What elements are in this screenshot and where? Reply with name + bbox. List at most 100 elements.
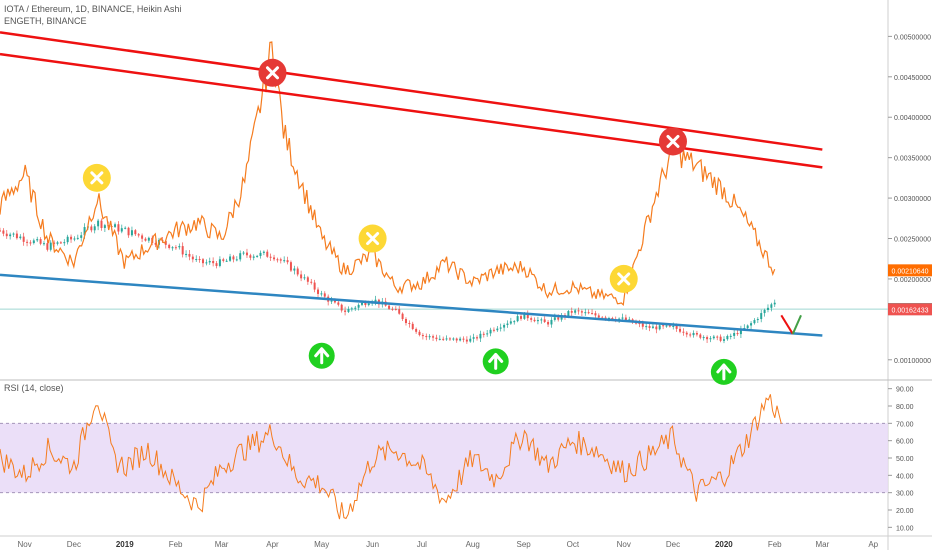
candle-body: [360, 302, 363, 305]
candle-body: [46, 243, 49, 250]
candle-body: [442, 338, 445, 340]
candle-body: [229, 256, 232, 261]
candle-body: [144, 238, 147, 241]
candle-body: [49, 242, 52, 250]
candle-body: [432, 336, 435, 338]
candle-body: [232, 256, 235, 260]
candle-body: [2, 230, 5, 234]
candle-body: [201, 259, 204, 264]
rsi-label: RSI (14, close): [4, 383, 64, 393]
candle-body: [418, 331, 421, 336]
candle-body: [645, 326, 648, 328]
candle-body: [499, 327, 502, 329]
candle-body: [367, 303, 370, 306]
candle-body: [198, 259, 201, 261]
rsi-tick-label: 60.00: [896, 439, 914, 446]
candle-body: [404, 319, 407, 324]
candle-body: [347, 309, 350, 312]
candle-body: [283, 260, 286, 262]
rsi-tick-label: 70.00: [896, 421, 914, 428]
price-tick-label: 0.00450000: [894, 75, 931, 82]
candle-body: [168, 244, 171, 248]
candle-body: [682, 331, 685, 333]
candle-body: [134, 230, 137, 235]
candle-body: [611, 318, 614, 320]
candle-body: [296, 268, 299, 275]
rsi-tick-label: 30.00: [896, 491, 914, 498]
cross-icon: [90, 171, 104, 185]
candle-body: [269, 256, 272, 258]
candle-body: [604, 317, 607, 319]
candle-body: [391, 308, 394, 310]
candle-body: [124, 227, 127, 229]
candle-body: [279, 259, 282, 261]
price-tick-label: 0.00350000: [894, 156, 931, 163]
candle-body: [472, 337, 475, 339]
candle-body: [130, 230, 133, 236]
candle-body: [208, 260, 211, 263]
candle-body: [320, 293, 323, 295]
candle-body: [286, 260, 289, 263]
candle-body: [540, 319, 543, 321]
candle-body: [120, 228, 123, 232]
candle-body: [56, 242, 59, 244]
time-tick-label: Nov: [18, 540, 32, 549]
candle-body: [394, 308, 397, 310]
time-tick-label: Sep: [516, 540, 531, 549]
price-tag-label: 0.00162433: [892, 307, 929, 314]
candle-body: [739, 328, 742, 335]
rsi-tick-label: 80.00: [896, 404, 914, 411]
candle-body: [191, 256, 194, 260]
candle-body: [266, 251, 269, 257]
cross-icon: [366, 232, 380, 246]
candle-body: [668, 325, 671, 327]
candle-body: [651, 326, 654, 328]
candle-body: [259, 252, 262, 256]
candle-body: [469, 338, 472, 342]
candle-body: [465, 339, 468, 342]
candle-body: [408, 323, 411, 325]
rsi-tick-label: 40.00: [896, 473, 914, 480]
time-tick-label: Oct: [567, 540, 580, 549]
candle-body: [665, 325, 668, 327]
candle-body: [607, 318, 610, 320]
price-tick-label: 0.00100000: [894, 358, 931, 365]
candle-body: [557, 317, 560, 320]
chart-subtitle: ENGETH, BINANCE: [4, 16, 87, 26]
candle-body: [303, 277, 306, 279]
candle-body: [536, 320, 539, 322]
candle-body: [516, 316, 519, 322]
time-tick-label: Jul: [417, 540, 427, 549]
candle-body: [662, 325, 665, 327]
rsi-line: [0, 394, 782, 520]
candle-body: [672, 325, 675, 327]
price-tick-label: 0.00400000: [894, 115, 931, 122]
candle-body: [93, 226, 96, 231]
candle-body: [300, 274, 303, 279]
price-tick-label: 0.00250000: [894, 237, 931, 244]
candle-body: [313, 282, 316, 290]
candle-body: [218, 259, 221, 266]
candle-body: [689, 334, 692, 336]
cross-icon: [617, 272, 631, 286]
candle-body: [262, 251, 265, 253]
candle-body: [235, 259, 238, 261]
time-tick-label: Feb: [768, 540, 782, 549]
candle-body: [695, 332, 698, 335]
candle-body: [293, 268, 296, 271]
candle-body: [19, 236, 22, 239]
candle-body: [174, 247, 177, 249]
candle-body: [658, 325, 661, 330]
time-tick-label: Ap: [868, 540, 878, 549]
trend-line-support: [0, 273, 823, 337]
candle-body: [15, 233, 18, 239]
arrow-up-icon: [488, 352, 504, 370]
candle-body: [32, 240, 35, 244]
candle-body: [63, 242, 66, 244]
candle-body: [679, 328, 682, 332]
candle-body: [12, 233, 15, 235]
candle-body: [117, 224, 120, 232]
candle-body: [22, 236, 25, 242]
candle-body: [310, 281, 313, 283]
